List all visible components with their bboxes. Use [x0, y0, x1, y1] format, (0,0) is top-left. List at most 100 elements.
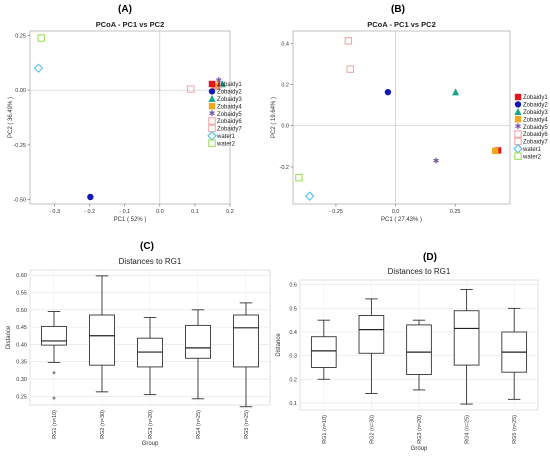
legend-label: Zobaidy2: [217, 90, 242, 96]
legend-marker: [208, 95, 216, 102]
box-2: RG2 (n=30): [89, 275, 115, 439]
box-iqr: [358, 315, 385, 354]
legend-marker: [513, 144, 523, 154]
legend-label: Zobaidy5: [523, 125, 548, 131]
y-tick-label: 0.5: [289, 306, 297, 312]
point-water1: [304, 191, 315, 201]
x-tick-label: RG2 (n=30): [369, 415, 375, 444]
box-iqr: [41, 325, 67, 346]
panel-label: (C): [140, 241, 154, 252]
y-tick-label: 0.45: [16, 325, 27, 331]
point-zobaidy2: [87, 193, 94, 201]
panel-label: (D): [423, 252, 437, 263]
point-zobaidy6: [344, 37, 353, 45]
y-tick-label: -0.25: [13, 143, 26, 149]
x-tick-label: RG2 (n=30): [100, 410, 106, 439]
y-tick-label: 0.55: [16, 291, 27, 297]
chart-title: PCoA - PC1 vs PC2: [96, 20, 165, 29]
point-zobaidy3: [452, 88, 460, 96]
box-iqr: [89, 314, 115, 366]
legend-label: Zobaidy7: [523, 140, 548, 146]
x-tick-label: RG5 (n=25): [244, 410, 250, 439]
box-3: RG3 (n=20): [137, 316, 163, 439]
plot-area: [292, 30, 511, 205]
x-tick-label: 0.1: [191, 209, 199, 215]
y-tick-label: 0.60: [16, 273, 27, 279]
x-axis-label: PC1 ( 52% ): [114, 217, 147, 223]
x-tick-label: - 0.2: [84, 209, 95, 215]
y-axis-label: PC2 ( 36.49% ): [8, 97, 14, 138]
legend-label: water1: [216, 134, 236, 140]
x-tick-label: RG3 (n=20): [417, 415, 423, 444]
legend-marker: [514, 130, 522, 138]
legend-label: water2: [216, 141, 236, 147]
x-tick-label: 0.25: [450, 209, 461, 215]
legend-marker: [514, 101, 522, 108]
point-zobaidy7: [346, 65, 354, 73]
y-tick-label: -0.50: [13, 198, 26, 204]
y-tick-label: 0.30: [16, 377, 27, 383]
legend-marker: [208, 80, 216, 88]
box-1: RG1 (n=10): [310, 319, 337, 444]
outlier-point: [52, 396, 56, 400]
panel-d: (D) Distances to RG1 0.1 0.2 0.3 0.4 0.5 0.6 RG1…: [276, 252, 539, 452]
legend-label: Zobaidy6: [217, 119, 242, 125]
legend-label: Zobaidy6: [523, 132, 548, 138]
box-2: RG2 (n=30): [358, 298, 385, 444]
x-tick-label: RG1 (n=10): [322, 415, 328, 444]
box-5: RG5 (n=25): [501, 307, 528, 444]
x-axis-label: PC1 ( 27.43% ): [381, 217, 422, 223]
box-4: RG4 (n=25): [185, 309, 211, 439]
y-tick-label: 0.4: [281, 41, 289, 47]
y-tick-label: 0.2: [281, 83, 289, 89]
box-3: RG3 (n=20): [406, 319, 432, 444]
y-axis-label: Distance: [6, 325, 12, 349]
legend-marker: [514, 108, 522, 115]
y-tick-label: 0.25: [16, 394, 27, 400]
point-zobaidy7: [186, 85, 195, 93]
chart-title: Distances to RG1: [119, 257, 182, 266]
x-axis-label: Group: [411, 446, 428, 452]
legend-marker: [208, 88, 216, 95]
point-water2: [295, 173, 303, 182]
legend-label: Zobaidy1: [217, 82, 242, 88]
chart-title: Distances to RG1: [388, 267, 451, 276]
y-tick-label: 0.2: [289, 377, 297, 383]
y-axis-label: PC2 ( 19.64% ): [271, 97, 277, 138]
legend-label: Zobaidy4: [523, 117, 548, 123]
plot-area: [29, 30, 231, 205]
y-tick-label: 0.3: [289, 354, 297, 360]
y-tick-label: 0.50: [16, 308, 27, 314]
outlier-point: [52, 371, 56, 375]
legend-label: water2: [522, 154, 542, 160]
legend-label: Zobaidy3: [217, 97, 242, 103]
x-tick-label: RG3 (n=20): [148, 410, 154, 439]
box-iqr: [233, 314, 259, 368]
box-iqr: [185, 324, 211, 359]
point-zobaidy5: ✱: [433, 157, 440, 166]
panel-label: (B): [391, 4, 405, 15]
x-tick-label: - 0.1: [119, 209, 130, 215]
box-1: RG1 (n=10): [41, 311, 67, 439]
y-tick-label: 0.00: [15, 88, 26, 94]
legend-marker: ✱: [209, 109, 216, 118]
y-tick-label: -0.2: [280, 165, 289, 171]
legend-marker: ✱: [515, 122, 522, 131]
y-tick-label: 0.6: [289, 283, 297, 289]
y-tick-label: 0.40: [16, 342, 27, 348]
x-tick-label: 0.0: [392, 209, 400, 215]
point-water2: [37, 34, 45, 42]
x-tick-label: 0.2: [226, 209, 234, 215]
box-5: RG5 (n=25): [233, 302, 259, 439]
y-tick-label: 0.0: [281, 124, 289, 130]
legend-marker: [514, 116, 522, 123]
panel-a: (A) PCoA - PC1 vs PC2 - 0.3 - 0.2 - 0.1 0.0 0.…: [8, 4, 242, 223]
legend-label: Zobaidy2: [523, 103, 548, 109]
panel-b: (B) PCoA - PC1 vs PC2 - 0.25 0.0 0.25 -0.2 0.0…: [271, 4, 548, 223]
y-tick-label: 0.1: [289, 401, 297, 407]
legend-label: Zobaidy4: [217, 104, 242, 110]
panel-label: (A): [118, 4, 132, 15]
